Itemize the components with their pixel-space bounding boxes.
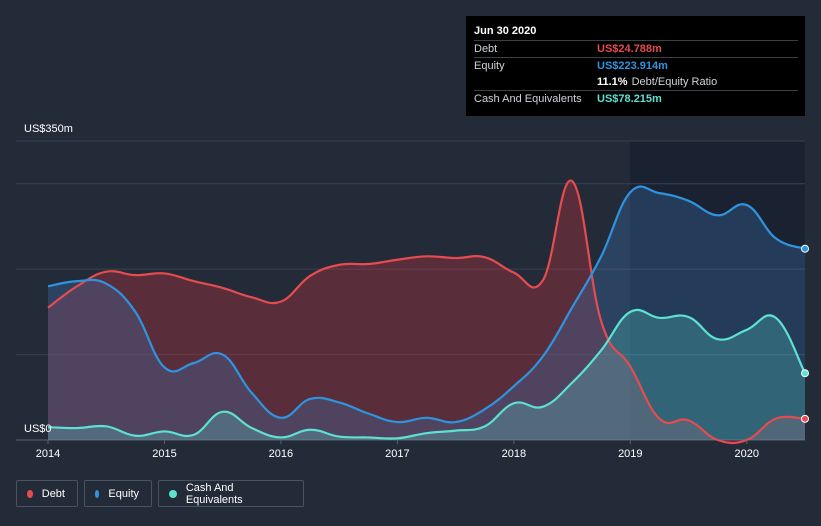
tooltip-ratio-caption: Debt/Equity Ratio xyxy=(631,76,718,88)
tooltip-equity-label: Equity xyxy=(474,60,505,72)
tooltip-row-cash: Cash And Equivalents US$78.215m xyxy=(474,90,798,107)
grid-lines xyxy=(16,140,805,441)
equity-legend-dot-icon xyxy=(95,489,100,498)
tooltip-cash-label: Cash And Equivalents xyxy=(474,93,582,105)
equity-line xyxy=(47,185,806,424)
x-tick-label: 2019 xyxy=(618,448,642,460)
tooltip-ratio-label xyxy=(474,74,597,90)
legend-item-debt[interactable]: Debt xyxy=(16,480,78,507)
legend-item-cash[interactable]: Cash And Equivalents xyxy=(158,480,304,507)
series-lines xyxy=(47,179,806,445)
tooltip-date: Jun 30 2020 xyxy=(474,25,537,37)
equity-endpoint xyxy=(801,244,809,253)
y-axis-top-label: US$350m xyxy=(24,123,73,135)
x-axis-ticks: 2014 2015 2016 2017 2018 2019 2020 xyxy=(36,440,759,460)
debt-line xyxy=(47,179,806,445)
cash-and-equivalents-area xyxy=(48,309,805,440)
x-tick-label: 2016 xyxy=(269,448,293,460)
cash-and-equivalents-line xyxy=(47,308,806,440)
legend-item-equity[interactable]: Equity xyxy=(84,480,152,507)
tooltip-debt-value: US$24.788m xyxy=(597,43,662,55)
x-tick-label: 2014 xyxy=(36,448,60,460)
debt-endpoint xyxy=(801,414,809,423)
legend-equity-label: Equity xyxy=(108,487,139,500)
equity-area xyxy=(48,186,805,440)
x-tick-label: 2015 xyxy=(152,448,176,460)
tooltip-row-equity: Equity US$223.914m xyxy=(474,57,798,74)
debt-legend-dot-icon xyxy=(27,489,33,498)
cash-and-equivalents-endpoint xyxy=(801,369,809,378)
tooltip-row-ratio: 11.1% Debt/Equity Ratio xyxy=(474,74,798,90)
legend-cash-label: Cash And Equivalents xyxy=(185,481,243,506)
series-areas xyxy=(48,180,805,444)
legend-debt-label: Debt xyxy=(41,487,65,500)
data-tooltip: Jun 30 2020 Debt US$24.788m Equity US$22… xyxy=(466,16,805,116)
x-tick-label: 2018 xyxy=(502,448,526,460)
cash-legend-dot-icon xyxy=(169,489,177,498)
debt-area xyxy=(48,180,805,444)
plot-background-future xyxy=(630,141,805,440)
tooltip-cash-value: US$78.215m xyxy=(597,93,662,105)
series-endpoints xyxy=(801,244,809,423)
tooltip-ratio-value: 11.1% xyxy=(597,76,628,88)
tooltip-row-debt: Debt US$24.788m xyxy=(474,40,798,57)
x-tick-label: 2017 xyxy=(385,448,409,460)
tooltip-debt-label: Debt xyxy=(474,43,498,55)
tooltip-equity-value: US$223.914m xyxy=(597,60,668,72)
y-axis-bottom-label: US$0 xyxy=(24,423,52,435)
x-tick-label: 2020 xyxy=(735,448,759,460)
